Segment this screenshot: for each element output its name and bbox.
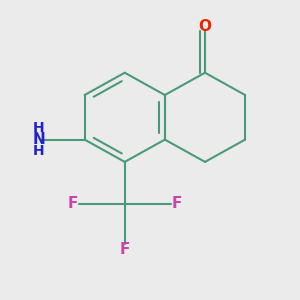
Text: H: H: [33, 145, 44, 158]
Text: N: N: [32, 132, 45, 147]
Text: H: H: [33, 121, 44, 135]
Text: F: F: [172, 196, 182, 211]
Text: O: O: [199, 19, 212, 34]
Text: F: F: [119, 242, 130, 257]
Text: F: F: [68, 196, 78, 211]
